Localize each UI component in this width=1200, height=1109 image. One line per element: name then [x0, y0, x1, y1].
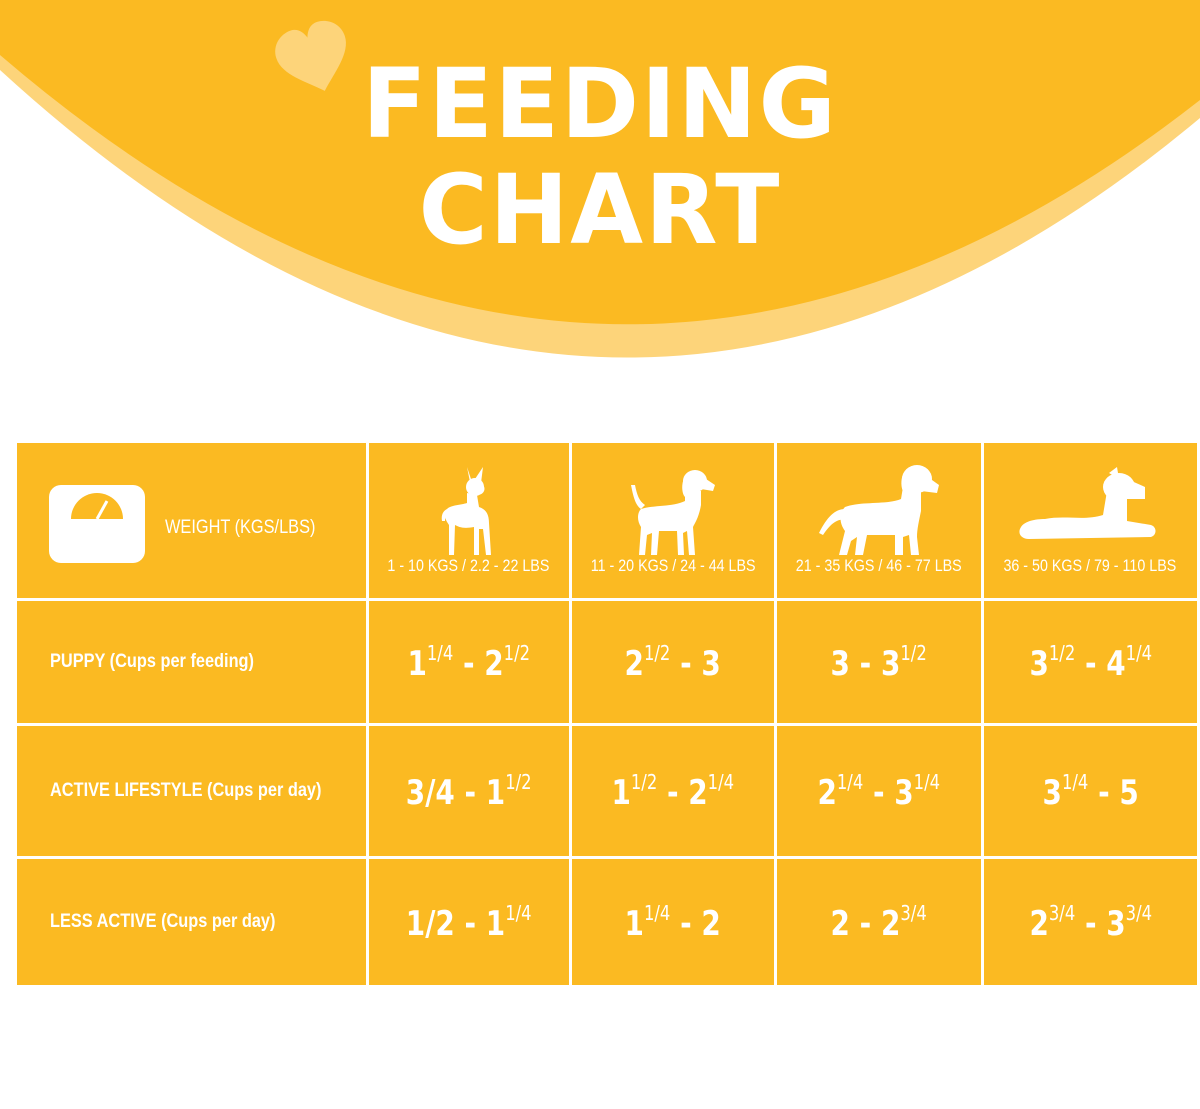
amount-cell: 21/2 - 3: [568, 598, 777, 726]
amount-cell: 11/2 - 21/4: [568, 723, 777, 859]
table-row-less-active: LESS ACTIVE (Cups per day) 1/2 - 11/4 11…: [14, 856, 1200, 988]
amount-cell: 11/4 - 2: [568, 856, 777, 988]
dog-column-header-large: 21 - 35 KGS / 46 - 77 LBS: [773, 440, 984, 601]
table-header-row: WEIGHT (KGS/LBS) 1 - 10 KGS / 2.2 - 22 L…: [14, 440, 1200, 601]
row-label: PUPPY (Cups per feeding): [14, 598, 369, 726]
weight-range-large: 21 - 35 KGS / 46 - 77 LBS: [795, 556, 962, 575]
title-line-1: FEEDING: [362, 48, 838, 160]
small-dog-icon: [441, 467, 491, 555]
dog-column-header-small: 1 - 10 KGS / 2.2 - 22 LBS: [365, 440, 572, 601]
amount-cell: 11/4 - 21/2: [365, 598, 572, 726]
header-banner: [0, 0, 1200, 358]
table-row-active: ACTIVE LIFESTYLE (Cups per day) 3/4 - 11…: [14, 723, 1200, 859]
weight-label: WEIGHT (KGS/LBS): [165, 517, 316, 538]
amount-cell: 23/4 - 33/4: [980, 856, 1200, 988]
weight-range-giant: 36 - 50 KGS / 79 - 110 LBS: [1003, 556, 1177, 575]
title-line-2: CHART: [418, 154, 782, 266]
scale-icon: [49, 485, 145, 563]
row-label: ACTIVE LIFESTYLE (Cups per day): [14, 723, 369, 859]
dog-column-header-medium: 11 - 20 KGS / 24 - 44 LBS: [568, 440, 777, 601]
feeding-table: WEIGHT (KGS/LBS) 1 - 10 KGS / 2.2 - 22 L…: [14, 440, 1200, 988]
medium-dog-icon: [630, 470, 715, 555]
amount-cell: 3/4 - 11/2: [365, 723, 572, 859]
weight-range-small: 1 - 10 KGS / 2.2 - 22 LBS: [387, 556, 550, 575]
amount-cell: 3 - 31/2: [773, 598, 984, 726]
amount-cell: 2 - 23/4: [773, 856, 984, 988]
giant-dog-lying-icon: [1019, 467, 1156, 539]
weight-range-medium: 11 - 20 KGS / 24 - 44 LBS: [590, 556, 756, 575]
header-main-arc: [0, 0, 1200, 325]
row-label: LESS ACTIVE (Cups per day): [14, 856, 369, 988]
amount-cell: 31/2 - 41/4: [980, 598, 1200, 726]
table-row-puppy: PUPPY (Cups per feeding) 11/4 - 21/2 21/…: [14, 598, 1200, 726]
heart-icon: [275, 20, 346, 91]
amount-cell: 21/4 - 31/4: [773, 723, 984, 859]
large-dog-icon: [818, 465, 939, 555]
weight-header-cell: WEIGHT (KGS/LBS): [14, 440, 369, 601]
amount-cell: 31/4 - 5: [980, 723, 1200, 859]
amount-cell: 1/2 - 11/4: [365, 856, 572, 988]
dog-column-header-giant: 36 - 50 KGS / 79 - 110 LBS: [980, 440, 1200, 601]
